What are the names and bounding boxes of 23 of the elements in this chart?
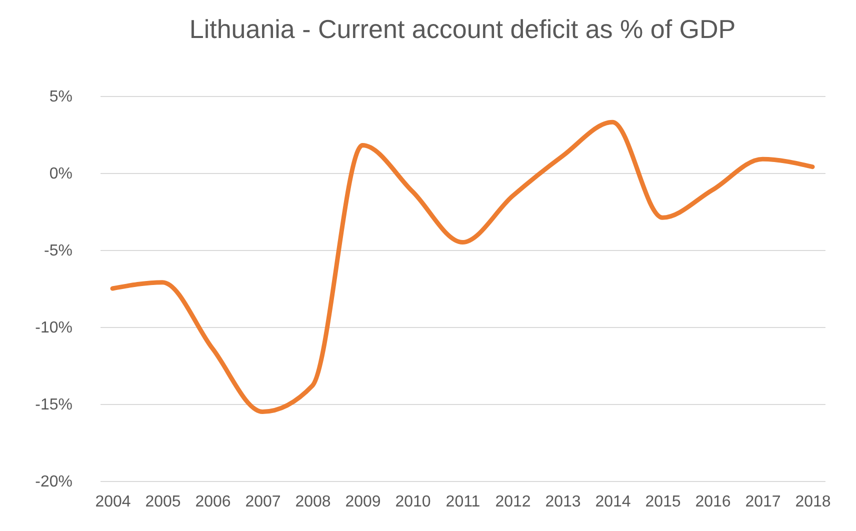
y-tick-label: 5% bbox=[49, 88, 72, 106]
x-tick-label: 2010 bbox=[395, 494, 431, 510]
chart-title: Lithuania - Current account deficit as % of GDP bbox=[189, 14, 736, 44]
x-tick-label: 2009 bbox=[345, 494, 381, 510]
x-tick-label: 2011 bbox=[446, 494, 480, 510]
y-tick-label: -5% bbox=[44, 242, 72, 260]
x-tick-label: 2012 bbox=[495, 494, 531, 510]
x-tick-label: 2016 bbox=[695, 494, 731, 510]
x-tick-label: 2006 bbox=[195, 494, 231, 510]
x-tick-label: 2004 bbox=[95, 494, 131, 510]
x-tick-label: 2017 bbox=[745, 494, 781, 510]
x-tick-label: 2018 bbox=[795, 494, 831, 510]
y-tick-label: 0% bbox=[49, 166, 72, 182]
x-tick-label: 2013 bbox=[545, 494, 581, 510]
x-tick-label: 2005 bbox=[145, 494, 181, 510]
x-tick-label: 2014 bbox=[595, 494, 631, 510]
y-tick-label: -10% bbox=[35, 320, 72, 336]
x-tick-label: 2007 bbox=[245, 494, 281, 510]
y-tick-label: -20% bbox=[35, 474, 72, 490]
x-tick-label: 2008 bbox=[295, 494, 331, 510]
line-series bbox=[110, 120, 815, 414]
x-tick-label: 2015 bbox=[645, 494, 681, 510]
y-tick-label: -15% bbox=[35, 396, 72, 414]
